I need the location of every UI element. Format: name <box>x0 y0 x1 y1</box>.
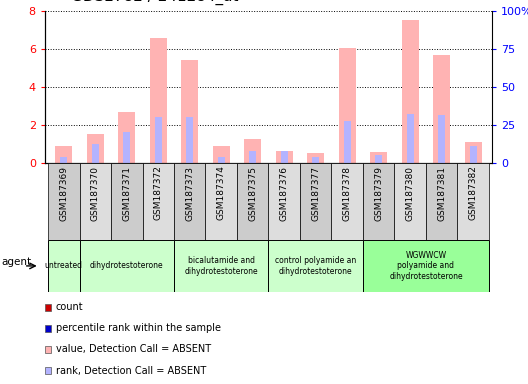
Text: GSM187382: GSM187382 <box>469 166 478 220</box>
Bar <box>269 163 300 240</box>
Bar <box>45 325 51 332</box>
Bar <box>344 121 351 163</box>
Bar <box>48 163 80 240</box>
Bar <box>457 163 489 240</box>
Text: GSM187375: GSM187375 <box>248 166 257 220</box>
Bar <box>111 163 143 240</box>
Bar <box>45 367 51 374</box>
Bar <box>60 157 67 163</box>
Bar <box>186 118 193 163</box>
Bar <box>426 163 457 240</box>
Bar <box>363 163 394 240</box>
Bar <box>143 163 174 240</box>
Text: WGWWCW
polyamide and
dihydrotestoterone: WGWWCW polyamide and dihydrotestoterone <box>389 251 463 281</box>
Text: GSM187369: GSM187369 <box>59 166 68 220</box>
Bar <box>394 163 426 240</box>
Text: GSM187379: GSM187379 <box>374 166 383 220</box>
Text: count: count <box>56 302 83 312</box>
Text: GSM187372: GSM187372 <box>154 166 163 220</box>
Bar <box>402 20 419 163</box>
Bar <box>433 55 450 163</box>
Bar <box>370 152 388 163</box>
Bar <box>438 114 445 163</box>
Bar <box>332 163 363 240</box>
Bar <box>149 38 167 163</box>
Bar <box>281 151 288 163</box>
Bar <box>118 112 135 163</box>
Bar <box>181 60 199 163</box>
Bar <box>312 157 319 163</box>
Bar <box>465 142 482 163</box>
Text: percentile rank within the sample: percentile rank within the sample <box>56 323 221 333</box>
Bar <box>244 139 261 163</box>
Bar <box>124 132 130 163</box>
Bar <box>45 304 51 311</box>
Text: GSM187378: GSM187378 <box>343 166 352 220</box>
Bar <box>80 240 174 292</box>
Bar <box>155 118 162 163</box>
Bar <box>213 146 230 163</box>
Text: bicalutamide and
dihydrotestoterone: bicalutamide and dihydrotestoterone <box>184 256 258 276</box>
Bar <box>338 48 356 163</box>
Text: GSM187374: GSM187374 <box>217 166 226 220</box>
Bar <box>48 240 80 292</box>
Bar <box>276 151 293 163</box>
Text: GSM187381: GSM187381 <box>437 166 446 220</box>
Bar <box>307 153 324 163</box>
Bar <box>300 163 332 240</box>
Bar <box>218 157 225 163</box>
Bar <box>269 240 363 292</box>
Text: GSM187377: GSM187377 <box>311 166 320 220</box>
Bar <box>363 240 489 292</box>
Bar <box>55 146 72 163</box>
Text: dihydrotestoterone: dihydrotestoterone <box>90 262 164 270</box>
Text: control polyamide an
dihydrotestoterone: control polyamide an dihydrotestoterone <box>275 256 356 276</box>
Bar <box>375 155 382 163</box>
Text: GSM187380: GSM187380 <box>406 166 414 220</box>
Bar <box>87 134 104 163</box>
Bar <box>249 151 256 163</box>
Text: GSM187370: GSM187370 <box>91 166 100 220</box>
Text: GDS2782 / 241284_at: GDS2782 / 241284_at <box>71 0 239 5</box>
Bar <box>407 114 413 163</box>
Bar <box>470 146 477 163</box>
Bar <box>45 346 51 353</box>
Text: agent: agent <box>2 257 32 267</box>
Text: GSM187376: GSM187376 <box>280 166 289 220</box>
Text: rank, Detection Call = ABSENT: rank, Detection Call = ABSENT <box>56 366 206 376</box>
Text: untreated: untreated <box>45 262 83 270</box>
Text: GSM187373: GSM187373 <box>185 166 194 220</box>
Bar <box>237 163 269 240</box>
Text: value, Detection Call = ABSENT: value, Detection Call = ABSENT <box>56 344 211 354</box>
Bar <box>174 163 205 240</box>
Bar <box>174 240 268 292</box>
Text: GSM187371: GSM187371 <box>122 166 131 220</box>
Bar <box>92 144 99 163</box>
Bar <box>80 163 111 240</box>
Bar <box>205 163 237 240</box>
